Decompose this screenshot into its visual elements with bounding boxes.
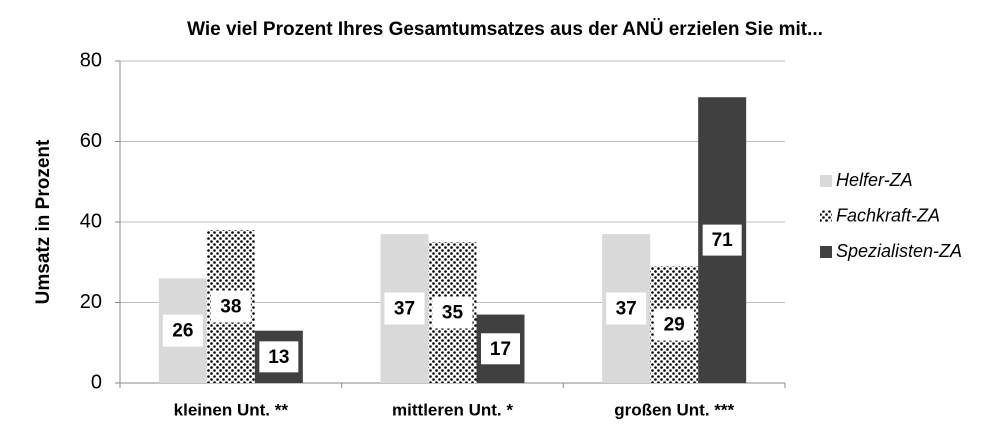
x-tick-label: kleinen Unt. ** xyxy=(174,400,289,419)
value-label: 29 xyxy=(664,315,685,336)
value-label-box xyxy=(162,314,203,347)
x-tick-label: mittleren Unt. * xyxy=(392,400,513,419)
chart-title: Wie viel Prozent Ihres Gesamtumsatzes au… xyxy=(187,19,823,40)
y-tick-label: 80 xyxy=(80,49,102,71)
value-label: 71 xyxy=(712,230,734,251)
y-tick-label: 40 xyxy=(80,210,102,232)
value-label-box xyxy=(606,292,647,325)
y-axis-label: Umsatz in Prozent xyxy=(33,139,54,304)
value-label-box xyxy=(701,223,743,257)
legend-swatch xyxy=(820,246,832,258)
value-label: 35 xyxy=(442,303,464,324)
value-label: 13 xyxy=(268,347,289,368)
y-tick-label: 0 xyxy=(91,371,102,393)
value-label-box xyxy=(384,292,425,325)
value-label: 38 xyxy=(220,297,241,318)
x-tick-label: großen Unt. *** xyxy=(614,400,734,419)
value-label-box xyxy=(480,332,521,366)
legend-label: Fachkraft-ZA xyxy=(836,205,940,225)
legend-label: Helfer-ZA xyxy=(836,170,913,190)
value-label-box xyxy=(258,340,300,374)
y-tick-label: 60 xyxy=(80,130,102,152)
value-label: 26 xyxy=(172,321,193,342)
value-label-box xyxy=(210,290,251,323)
value-label: 17 xyxy=(490,339,511,360)
value-label: 37 xyxy=(394,299,415,320)
value-label-box xyxy=(432,296,473,329)
legend-label: Spezialisten-ZA xyxy=(836,241,962,261)
y-tick-label: 20 xyxy=(80,291,102,313)
value-label-box xyxy=(654,308,695,341)
value-label: 37 xyxy=(616,299,637,320)
legend-swatch xyxy=(820,175,832,187)
legend-swatch xyxy=(820,210,832,223)
